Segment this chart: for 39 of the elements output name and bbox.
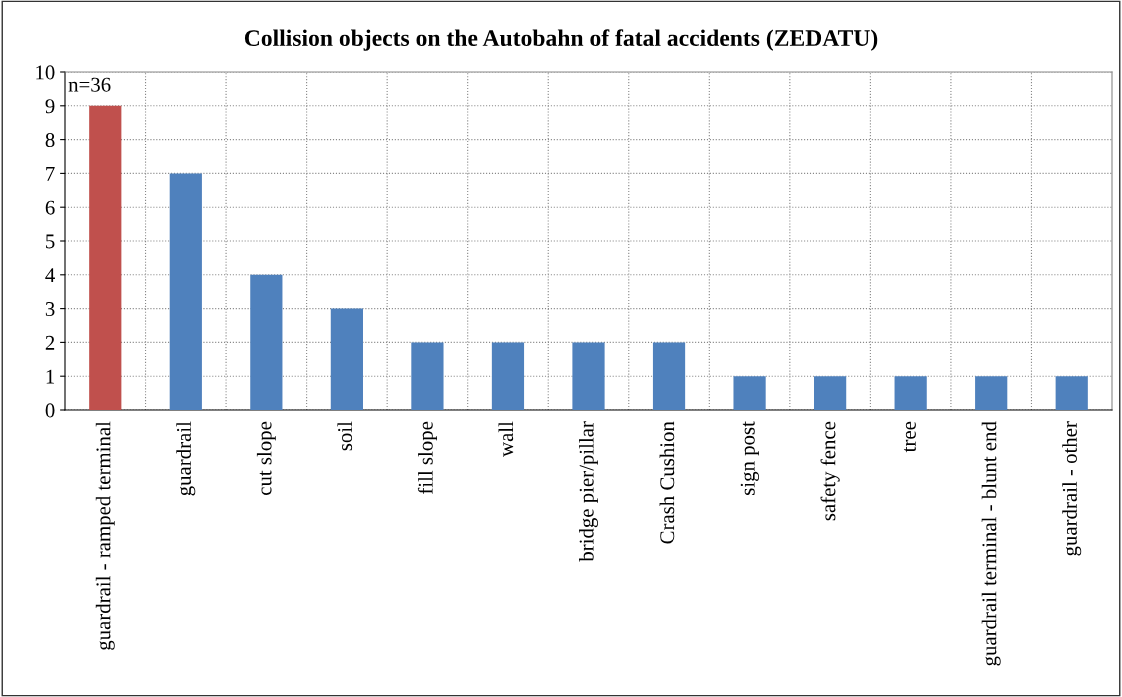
- y-tick-label: 4: [45, 268, 55, 283]
- x-tick-label: Crash Cushion: [659, 421, 675, 544]
- y-tick-label: 5: [46, 234, 55, 249]
- bar: [330, 308, 363, 410]
- x-tick-label: wall: [498, 421, 514, 457]
- bar: [733, 376, 766, 410]
- bar: [250, 274, 283, 410]
- x-tick-label: guardrail - other: [1062, 421, 1082, 556]
- bar: [169, 173, 202, 410]
- x-tick-label: soil: [337, 421, 353, 451]
- x-tick-label: fill slope: [417, 421, 437, 494]
- y-tick-label: 0: [45, 403, 55, 418]
- x-tick-label: bridge pier/pillar: [579, 421, 598, 562]
- bar: [491, 342, 525, 410]
- x-tick-label: guardrail: [176, 421, 196, 496]
- x-tick-label: tree: [903, 421, 916, 453]
- bar: [1055, 376, 1088, 410]
- annotation: n=36: [68, 77, 111, 92]
- bar: [572, 342, 605, 410]
- x-tick-label: guardrail terminal - blunt end: [981, 421, 1001, 666]
- bar: [652, 342, 686, 410]
- y-tick-label: 9: [45, 99, 55, 114]
- chart-title: Collision objects on the Autobahn of fatal accidents (ZEDATU): [244, 29, 878, 51]
- x-tick-label: cut slope: [256, 421, 276, 495]
- x-tick-label: sign post: [740, 421, 760, 495]
- bar: [411, 342, 444, 410]
- bar: [975, 376, 1008, 410]
- y-tick-label: 8: [45, 132, 55, 148]
- bar: [894, 376, 927, 410]
- y-tick-label: 2: [45, 335, 55, 350]
- y-tick-label: 1: [46, 369, 55, 384]
- bar: [814, 376, 847, 410]
- x-tick-label: safety fence: [820, 421, 840, 521]
- x-tick-label: guardrail - ramped terminal: [95, 421, 115, 650]
- bar: [89, 105, 122, 410]
- y-tick-label: 3: [45, 302, 55, 317]
- y-tick-label: 6: [45, 200, 55, 215]
- y-tick-label: 10: [36, 65, 55, 80]
- y-tick-label: 7: [46, 166, 55, 181]
